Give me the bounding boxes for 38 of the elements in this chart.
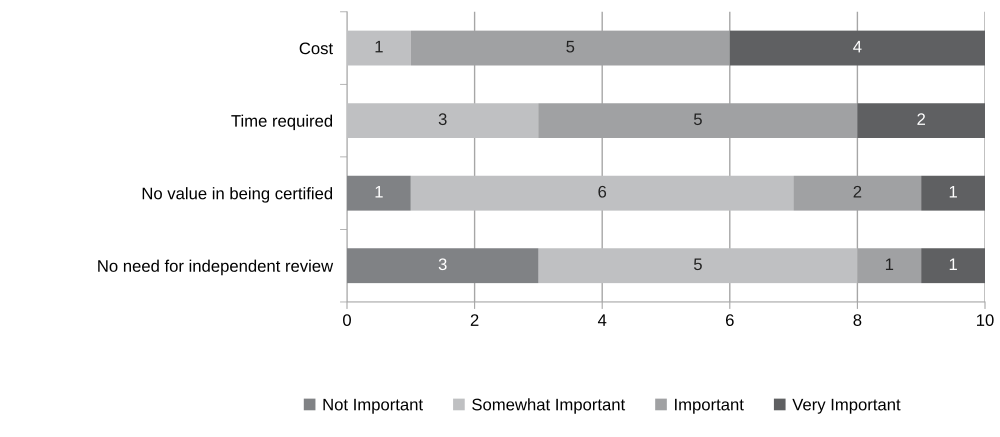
- bar: [347, 103, 538, 138]
- y-tick-label: Time required: [231, 114, 332, 130]
- legend-label: Important: [675, 398, 744, 414]
- data-label: 5: [694, 258, 702, 270]
- y-tick-label: No need for independent review: [98, 260, 334, 276]
- legend-label: Not Important: [323, 398, 423, 414]
- bar: [857, 103, 985, 138]
- data-label: 2: [917, 113, 925, 125]
- data-label: 6: [598, 186, 606, 198]
- data-label: 1: [376, 186, 383, 198]
- legend-label: Very Important: [792, 398, 900, 414]
- y-tick-label: Cost: [300, 42, 333, 54]
- data-label: 3: [438, 113, 447, 126]
- data-label: 1: [886, 258, 894, 270]
- bar: [347, 30, 411, 66]
- bar: [921, 248, 985, 284]
- data-label: 3: [438, 258, 447, 270]
- y-tick-label: No value in being certified: [142, 187, 332, 203]
- x-tick-label: 6: [726, 314, 734, 326]
- bar: [410, 176, 794, 211]
- bar: [730, 30, 985, 66]
- x-tick-label: 2: [470, 314, 478, 326]
- data-label: 1: [950, 186, 957, 198]
- bar: [347, 176, 411, 211]
- data-label: 1: [376, 40, 383, 52]
- bar: [921, 176, 985, 211]
- bar: [347, 248, 538, 284]
- x-tick-label: 10: [977, 314, 994, 326]
- data-label: 5: [566, 40, 574, 53]
- x-tick-label: 0: [343, 314, 351, 326]
- x-tick-label: 4: [598, 314, 606, 326]
- x-tick-label: 8: [853, 314, 862, 326]
- data-label: 4: [853, 40, 862, 52]
- data-label: 1: [950, 258, 957, 270]
- data-label: 2: [854, 186, 862, 198]
- data-label: 5: [694, 113, 702, 126]
- bar: [538, 248, 858, 284]
- legend-label: Somewhat Important: [472, 398, 626, 414]
